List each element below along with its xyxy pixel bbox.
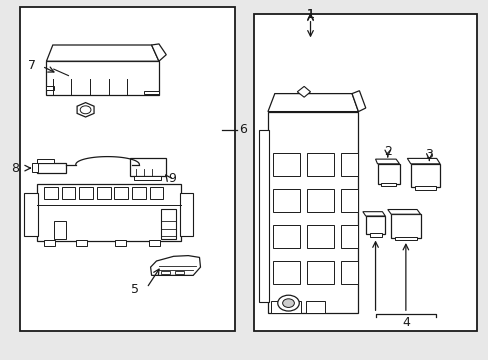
Bar (37, 184, 181, 241)
Text: 6: 6 (238, 123, 246, 136)
Bar (306, 225, 333, 248)
Bar (341, 189, 358, 212)
Bar (272, 189, 299, 212)
Bar (32, 163, 38, 172)
Bar (114, 187, 128, 199)
Bar (341, 225, 358, 248)
Bar (272, 261, 299, 284)
Bar (341, 153, 358, 176)
Polygon shape (46, 45, 159, 61)
Polygon shape (77, 103, 94, 117)
Polygon shape (180, 193, 193, 236)
Text: 9: 9 (168, 172, 176, 185)
Bar (79, 187, 93, 199)
Bar (161, 271, 170, 274)
Text: 1: 1 (306, 8, 314, 21)
Text: 5: 5 (131, 283, 139, 296)
Bar (134, 176, 161, 180)
Bar (37, 159, 54, 163)
Bar (161, 209, 176, 239)
Text: 8: 8 (12, 162, 20, 175)
Bar (381, 183, 395, 186)
Bar (267, 112, 358, 313)
Circle shape (277, 295, 299, 311)
Bar (369, 233, 381, 237)
Text: 2: 2 (383, 145, 391, 158)
Bar (54, 221, 66, 239)
Polygon shape (150, 256, 200, 275)
Polygon shape (259, 130, 268, 302)
Circle shape (80, 106, 91, 114)
Text: 1: 1 (306, 8, 314, 21)
Polygon shape (297, 86, 310, 97)
Bar (365, 216, 385, 234)
Bar (305, 301, 325, 313)
Bar (37, 163, 66, 173)
Polygon shape (362, 212, 385, 216)
Bar (394, 237, 416, 240)
Text: 3: 3 (425, 148, 432, 161)
Bar (149, 240, 160, 246)
Polygon shape (375, 159, 399, 164)
Polygon shape (387, 210, 420, 214)
Bar (132, 187, 145, 199)
Bar (175, 271, 183, 274)
Bar (377, 164, 399, 184)
Bar (149, 187, 163, 199)
Polygon shape (407, 158, 439, 164)
Bar (390, 214, 420, 238)
Bar (46, 61, 159, 95)
Bar (61, 187, 75, 199)
Bar (271, 301, 300, 313)
Bar (306, 153, 333, 176)
Bar (254, 14, 476, 331)
Polygon shape (151, 44, 166, 61)
Bar (272, 225, 299, 248)
Polygon shape (267, 94, 358, 112)
Bar (272, 153, 299, 176)
Bar (97, 187, 110, 199)
Polygon shape (46, 86, 54, 90)
Bar (306, 189, 333, 212)
Polygon shape (351, 91, 365, 112)
Bar (20, 7, 234, 331)
Bar (44, 187, 58, 199)
Polygon shape (144, 91, 159, 94)
Bar (341, 261, 358, 284)
Bar (410, 164, 439, 187)
Bar (76, 240, 86, 246)
Text: 4: 4 (401, 316, 409, 329)
Bar (44, 240, 55, 246)
Polygon shape (24, 193, 38, 236)
Text: 7: 7 (28, 59, 36, 72)
Bar (306, 261, 333, 284)
Bar (129, 158, 166, 176)
Bar (115, 240, 125, 246)
Circle shape (282, 299, 294, 307)
Bar (414, 186, 435, 190)
